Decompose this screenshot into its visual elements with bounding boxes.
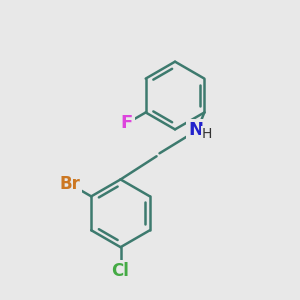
Text: N: N — [188, 121, 203, 139]
Text: F: F — [121, 115, 133, 133]
Text: Br: Br — [59, 175, 80, 193]
Text: Cl: Cl — [112, 262, 130, 280]
Text: H: H — [202, 127, 212, 141]
